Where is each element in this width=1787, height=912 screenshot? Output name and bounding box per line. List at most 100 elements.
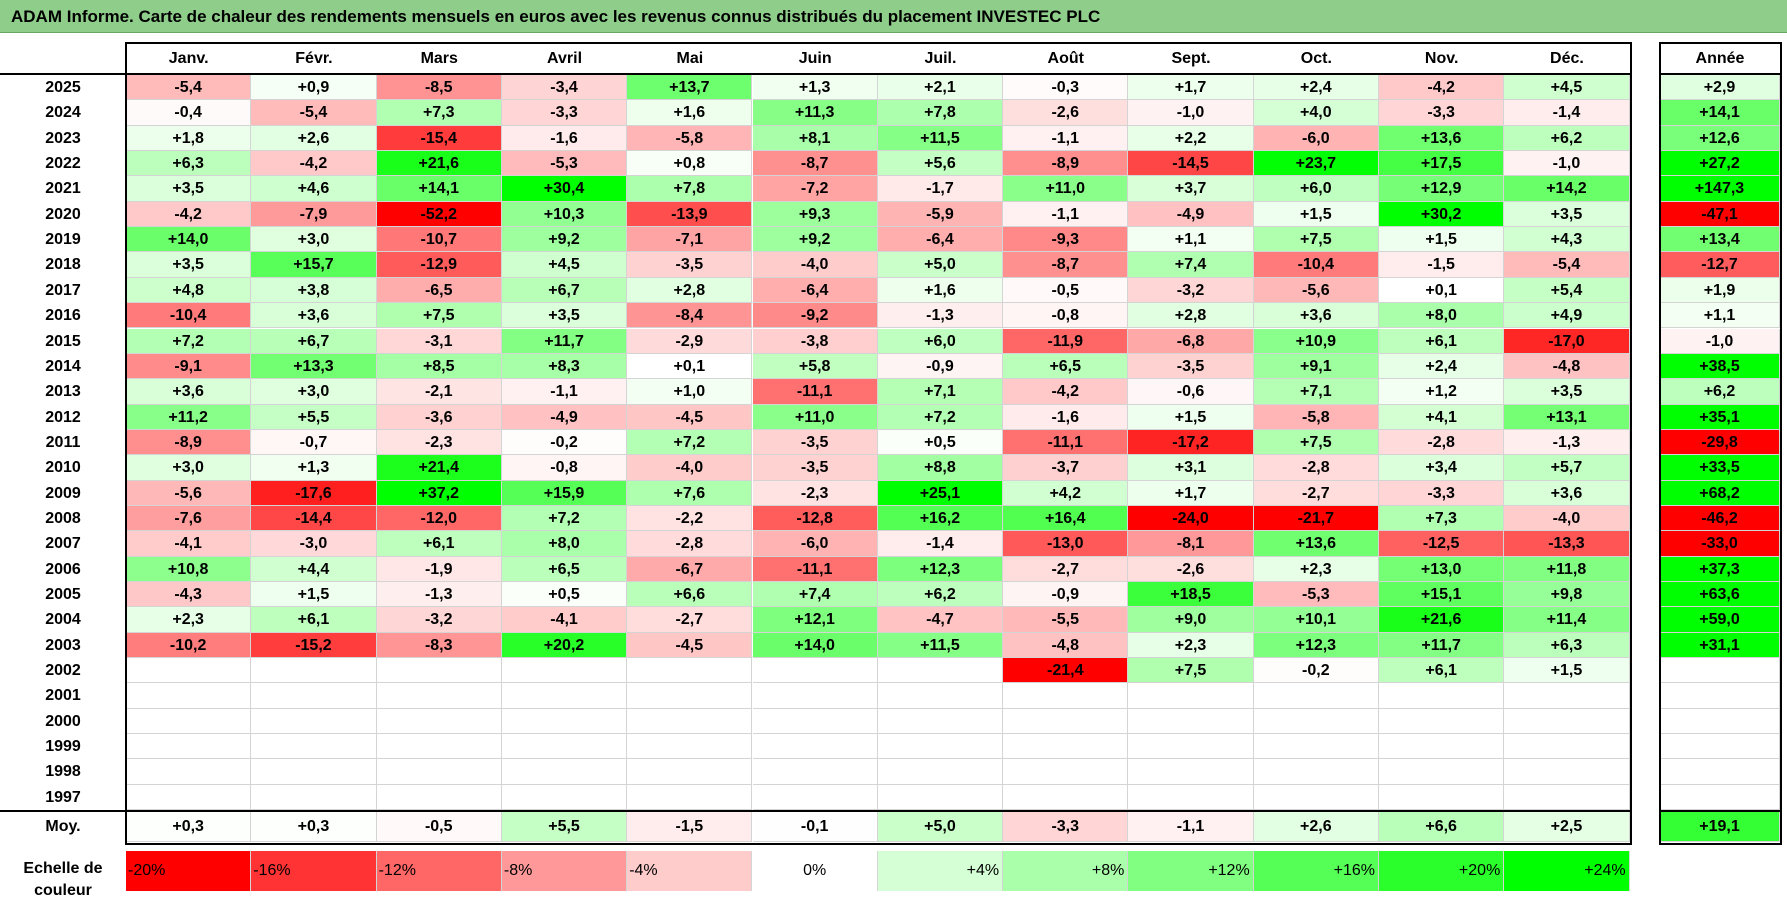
- cell-2017-mai: +2,8: [627, 277, 753, 304]
- cell-1999-juil: [877, 734, 1004, 760]
- cell-1997-mars: [376, 784, 502, 811]
- year-label-2009: 2009: [45, 484, 81, 502]
- cell-2021-avril: +30,4: [501, 176, 628, 202]
- cell-2006-dec: +11,8: [1504, 556, 1630, 582]
- cell-2022-fevr: -4,2: [251, 151, 377, 177]
- cell-2000-oct: [1253, 708, 1379, 735]
- cell-2018-dec: -5,4: [1504, 252, 1630, 278]
- annual-cell-2014: +38,5: [1660, 353, 1780, 380]
- cell-2011-juil: +0,5: [877, 429, 1004, 456]
- color-scale-swatch-2: -12%: [376, 851, 502, 891]
- cell-2013-mai: +1,0: [627, 379, 753, 405]
- cell-2003-janv: -10,2: [126, 632, 252, 659]
- cell-2016-janv: -10,4: [126, 303, 252, 329]
- cell-2015-juil: +6,0: [877, 328, 1004, 354]
- cell-2007-janv: -4,1: [126, 531, 252, 557]
- cell-2015-avril: +11,7: [501, 328, 628, 354]
- cell-2006-avril: +6,5: [501, 556, 628, 582]
- cell-1999-fevr: [251, 734, 377, 760]
- cell-2020-dec: +3,5: [1504, 201, 1630, 228]
- month-header-mai: Mai: [676, 50, 704, 67]
- color-scale-swatch-10: +20%: [1379, 851, 1505, 891]
- cell-2018-aout: -8,7: [1003, 252, 1129, 278]
- cell-2021-aout: +11,0: [1003, 176, 1129, 202]
- cell-2023-mai: -5,8: [627, 125, 753, 152]
- cell-1998-oct: [1253, 759, 1379, 785]
- cell-2024-aout: -2,6: [1003, 100, 1129, 126]
- cell-2023-avril: -1,6: [501, 125, 628, 152]
- annual-cell-2020: -47,1: [1660, 201, 1780, 228]
- month-header-avril: Avril: [547, 50, 583, 67]
- cell-2012-juil: +7,2: [877, 404, 1004, 430]
- cell-1999-sept: [1128, 734, 1254, 760]
- month-header-mars: Mars: [420, 50, 458, 67]
- annual-cell-2009: +68,2: [1660, 480, 1780, 506]
- color-scale-swatch-0: -20%: [126, 851, 252, 891]
- cell-2010-oct: -2,8: [1253, 455, 1379, 481]
- color-scale-swatch-8: +12%: [1128, 851, 1254, 891]
- month-header-juin: Juin: [798, 50, 832, 67]
- average-cell-avril: +5,5: [501, 812, 628, 842]
- cell-2004-juin: +12,1: [752, 607, 878, 633]
- cell-2014-janv: -9,1: [126, 353, 252, 380]
- cell-1998-juin: [752, 759, 878, 785]
- year-label-2003: 2003: [45, 636, 81, 654]
- cell-2012-janv: +11,2: [126, 404, 252, 430]
- cell-1998-mars: [376, 759, 502, 785]
- cell-2007-juil: -1,4: [877, 531, 1004, 557]
- cell-1999-janv: [126, 734, 252, 760]
- cell-2002-avril: [501, 658, 628, 684]
- cell-2022-oct: +23,7: [1253, 151, 1379, 177]
- cell-2025-oct: +2,4: [1253, 75, 1379, 101]
- cell-2002-sept: +7,5: [1128, 658, 1254, 684]
- cell-2006-janv: +10,8: [126, 556, 252, 582]
- cell-2016-nov: +8,0: [1379, 303, 1505, 329]
- cell-2021-oct: +6,0: [1253, 176, 1379, 202]
- cell-1998-fevr: [251, 759, 377, 785]
- cell-2013-nov: +1,2: [1379, 379, 1505, 405]
- cell-2018-juil: +5,0: [877, 252, 1004, 278]
- average-label: Moy.: [45, 818, 81, 835]
- cell-2021-dec: +14,2: [1504, 176, 1630, 202]
- cell-2024-oct: +4,0: [1253, 100, 1379, 126]
- average-divider: [0, 810, 1632, 812]
- cell-2018-sept: +7,4: [1128, 252, 1254, 278]
- year-label-2017: 2017: [45, 281, 81, 299]
- cell-2003-aout: -4,8: [1003, 632, 1129, 659]
- annual-cell-2018: -12,7: [1660, 252, 1780, 278]
- cell-2025-dec: +4,5: [1504, 75, 1630, 101]
- cell-2017-oct: -5,6: [1253, 277, 1379, 304]
- cell-2013-janv: +3,6: [126, 379, 252, 405]
- cell-2018-juin: -4,0: [752, 252, 878, 278]
- year-label-2005: 2005: [45, 586, 81, 603]
- cell-2022-avril: -5,3: [501, 151, 628, 177]
- cell-2023-juin: +8,1: [752, 125, 878, 152]
- cell-2006-aout: -2,7: [1003, 556, 1129, 582]
- cell-2018-mars: -12,9: [376, 252, 502, 278]
- cell-2000-aout: [1003, 708, 1129, 735]
- annual-cell-2007: -33,0: [1660, 531, 1780, 557]
- cell-2001-oct: [1253, 683, 1379, 709]
- cell-1999-mars: [376, 734, 502, 760]
- cell-2013-sept: -0,6: [1128, 379, 1254, 405]
- cell-2025-sept: +1,7: [1128, 75, 1254, 101]
- cell-2020-fevr: -7,9: [251, 201, 377, 228]
- average-cell-fevr: +0,3: [251, 812, 377, 842]
- cell-2024-mai: +1,6: [627, 100, 753, 126]
- cell-2020-avril: +10,3: [501, 201, 628, 228]
- cell-2016-juin: -9,2: [752, 303, 878, 329]
- cell-2024-fevr: -5,4: [251, 100, 377, 126]
- cell-2021-janv: +3,5: [126, 176, 252, 202]
- year-label-2004: 2004: [45, 611, 81, 629]
- cell-1997-juil: [877, 784, 1004, 811]
- cell-2012-oct: -5,8: [1253, 404, 1379, 430]
- cell-2021-juil: -1,7: [877, 176, 1004, 202]
- cell-2011-juin: -3,5: [752, 429, 878, 456]
- cell-2002-janv: [126, 658, 252, 684]
- cell-2015-oct: +10,9: [1253, 328, 1379, 354]
- annual-cell-2025: +2,9: [1660, 75, 1780, 101]
- cell-2002-fevr: [251, 658, 377, 684]
- year-label-2021: 2021: [45, 180, 81, 198]
- cell-2016-mai: -8,4: [627, 303, 753, 329]
- cell-2006-juil: +12,3: [877, 556, 1004, 582]
